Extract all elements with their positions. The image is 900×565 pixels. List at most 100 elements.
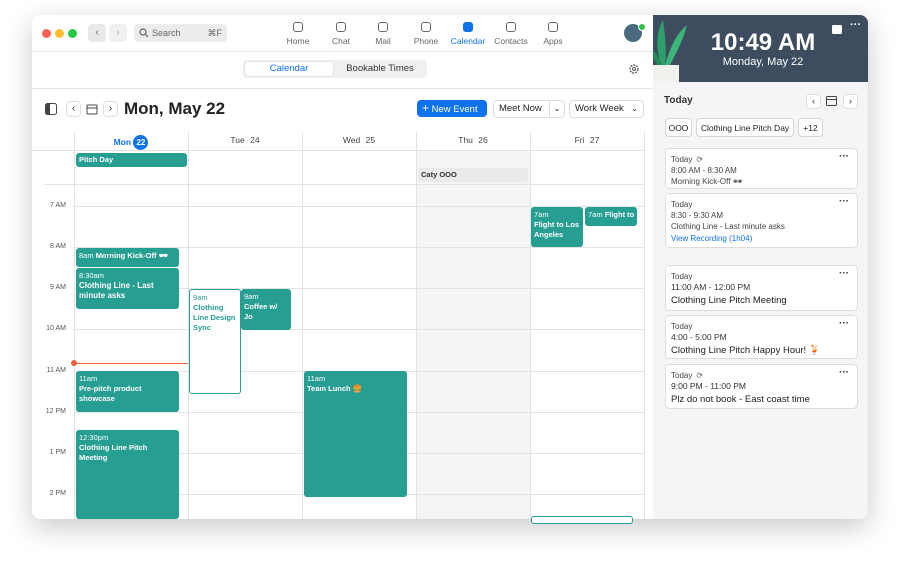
card-day: Today	[671, 200, 693, 209]
agenda-card[interactable]: Today ··· 4:00 - 5:00 PM Clothing Line Pitc…	[665, 315, 858, 359]
event[interactable]: 8am Morning Kick-Off 🕶	[76, 248, 179, 267]
sidebar-today[interactable]	[826, 95, 837, 106]
day-header: Thu 26	[416, 135, 530, 145]
sidebar-prev[interactable]: ‹	[806, 94, 821, 109]
today-button[interactable]	[86, 103, 98, 115]
chip[interactable]: OOO	[665, 118, 692, 137]
column-line	[416, 132, 417, 519]
settings-icon[interactable]	[628, 63, 640, 75]
nav-icon[interactable]	[506, 22, 516, 32]
sidebar-toggle[interactable]	[45, 103, 57, 115]
nav-icon[interactable]	[293, 22, 303, 32]
agenda-card[interactable]: Today ⟳ ··· 9:00 PM - 11:00 PM Plz do not bo…	[665, 364, 858, 409]
avatar[interactable]	[624, 24, 642, 42]
column-line	[644, 132, 645, 519]
thu-column-bg	[416, 150, 530, 519]
day-date: 26	[478, 135, 488, 145]
event[interactable]: 11am Pre-pitch product showcase	[76, 371, 179, 412]
card-title: Clothing Line Pitch Meeting	[671, 295, 787, 306]
day-name: Thu	[458, 135, 473, 145]
zoom-button[interactable]	[68, 29, 77, 38]
time-label: 7 AM	[50, 202, 66, 209]
nav-label[interactable]: Home	[286, 36, 310, 46]
card-day: Today ⟳	[671, 371, 704, 380]
nav-label[interactable]: Phone	[413, 36, 439, 46]
chip[interactable]: Clothing Line Pitch Day	[696, 118, 794, 137]
new-event-button[interactable]: + New Event	[417, 100, 487, 117]
time-label: 2 PM	[49, 490, 66, 497]
agenda-card[interactable]: Today ··· 8:30 - 9:30 AM Clothing Line - La…	[665, 193, 858, 248]
all-day-event[interactable]: Pitch Day	[76, 153, 187, 167]
card-more[interactable]: ···	[839, 151, 849, 162]
event-partial[interactable]	[531, 516, 633, 524]
nav-icon[interactable]	[378, 22, 388, 32]
day-header: Fri 27	[530, 135, 644, 145]
event-title: Morning Kick-Off 🕶	[95, 251, 169, 260]
card-more[interactable]: ···	[839, 268, 849, 279]
search-box[interactable]: Search ⌘F	[134, 24, 227, 42]
nav-icon[interactable]	[548, 22, 558, 32]
time-label: 10 AM	[46, 325, 66, 332]
event-title: Flight to Los Angeles	[534, 220, 579, 239]
forward-button[interactable]: ›	[109, 24, 127, 42]
nav-label[interactable]: Contacts	[494, 36, 528, 46]
all-day-event[interactable]: Caty OOO	[418, 168, 528, 182]
column-line	[530, 132, 531, 519]
card-more[interactable]: ···	[839, 196, 849, 207]
recording-link[interactable]: View Recording (1h04)	[671, 234, 753, 243]
event[interactable]: 12:30pm Clothing Line Pitch Meeting	[76, 430, 179, 519]
card-day: Today	[671, 272, 693, 281]
event-title: Clothing Line Design Sync	[193, 303, 236, 332]
minimize-button[interactable]	[55, 29, 64, 38]
nav-icon[interactable]	[336, 22, 346, 32]
current-time-dot	[71, 360, 77, 366]
view-tab-active[interactable]: Calendar	[245, 62, 333, 76]
more-button[interactable]: ···	[850, 19, 861, 31]
event[interactable]: 9am Clothing Line Design Sync	[189, 289, 241, 394]
calendar-icon[interactable]	[832, 24, 842, 34]
agenda-card[interactable]: Today ··· 11:00 AM - 12:00 PM Clothing Line…	[665, 265, 858, 311]
event-title: Clothing Line Pitch Meeting	[79, 443, 148, 462]
nav-label[interactable]: Mail	[375, 36, 391, 46]
nav-label[interactable]: Chat	[332, 36, 350, 46]
event[interactable]: 9am Coffee w/ Jo	[241, 289, 291, 330]
nav-icon[interactable]	[421, 22, 431, 32]
prev-button[interactable]: ‹	[66, 101, 81, 117]
card-more[interactable]: ···	[839, 318, 849, 329]
sidebar-heading: Today	[664, 95, 693, 106]
event-title: Pre-pitch product showcase	[79, 384, 142, 403]
nav-label[interactable]: Apps	[543, 36, 563, 46]
nav-icon[interactable]	[463, 22, 473, 32]
day-name: Fri	[574, 135, 585, 145]
column-line	[74, 132, 75, 519]
column-line	[188, 132, 189, 519]
card-more[interactable]: ···	[839, 367, 849, 378]
nav-label[interactable]: Calendar	[450, 36, 486, 46]
event[interactable]: 11am Team Lunch 🍔	[304, 371, 407, 497]
event-time: 9am	[244, 292, 259, 301]
plant-image	[653, 20, 687, 82]
event[interactable]: 8:30am Clothing Line - Last minute asks	[76, 268, 179, 309]
close-button[interactable]	[42, 29, 51, 38]
meet-now-button[interactable]: Meet Now ⌄	[493, 100, 565, 118]
event[interactable]: 7am Flight to	[585, 207, 637, 226]
event-time: 11am	[307, 374, 326, 383]
back-button[interactable]: ‹	[88, 24, 106, 42]
card-time: 8:30 - 9:30 AM	[671, 211, 724, 220]
time-label: 11 AM	[46, 367, 66, 374]
view-tab[interactable]: Bookable Times	[346, 63, 414, 74]
next-button[interactable]: ›	[103, 101, 118, 117]
new-event-label: New Event	[431, 104, 478, 115]
event-time: 11am	[79, 374, 98, 383]
sidebar-next[interactable]: ›	[843, 94, 858, 109]
event-time: 9am	[193, 293, 208, 302]
agenda-card[interactable]: Today ⟳ ··· 8:00 AM - 8:30 AM Morning Kick-O…	[665, 148, 858, 189]
day-date: 22	[133, 135, 149, 150]
meet-now-label: Meet Now	[499, 103, 542, 114]
search-shortcut: ⌘F	[207, 28, 223, 38]
day-header: Wed 25	[302, 135, 416, 145]
event[interactable]: 7am Flight to Los Angeles	[531, 207, 583, 247]
view-mode-button[interactable]: Work Week ⌄	[569, 100, 644, 118]
chip[interactable]: +12	[798, 118, 823, 137]
